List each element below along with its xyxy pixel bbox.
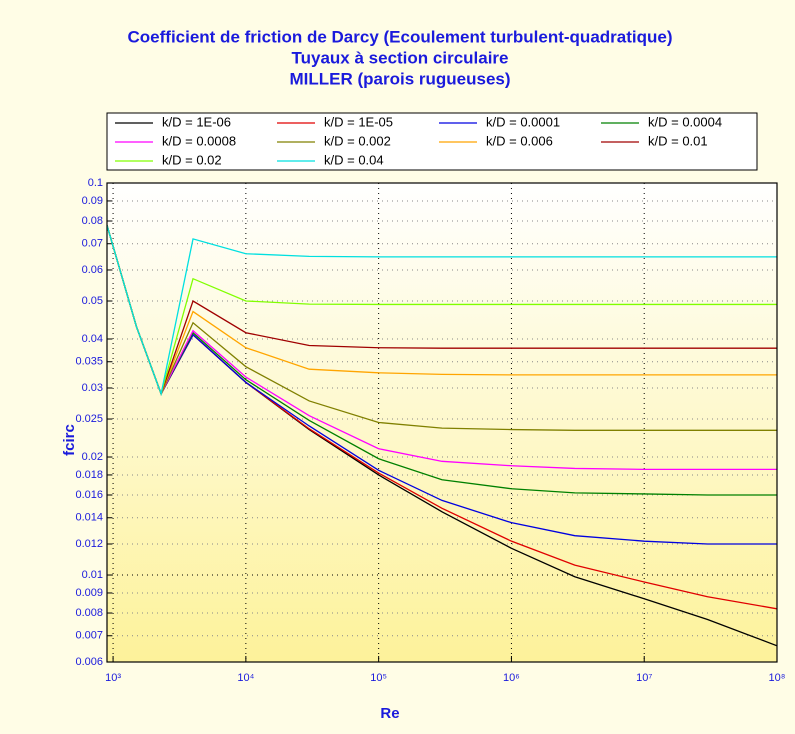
legend-label: k/D = 1E-05 [324,114,393,129]
y-tick-label: 0.007 [75,630,103,642]
y-tick-label: 0.05 [82,295,103,307]
y-tick-label: 0.025 [75,413,103,425]
y-tick-label: 0.012 [75,538,103,550]
legend-label: k/D = 0.0001 [486,114,560,129]
y-tick-label: 0.06 [82,264,103,276]
y-axis-label: fcirc [61,424,78,456]
legend-box [106,112,758,171]
y-tick-label: 0.018 [75,469,103,481]
plot-area [107,183,777,662]
chart-subtitle: Tuyaux à section circulaire [292,48,509,67]
y-tick-label: 0.1 [88,177,103,189]
grid [107,182,778,663]
y-tick-label: 0.09 [82,195,103,207]
legend-label: k/D = 1E-06 [162,114,231,129]
legend-label: k/D = 0.01 [648,133,708,148]
x-tick-label: 10³ [105,672,121,684]
y-tick-label: 0.014 [75,512,103,524]
legend-label: k/D = 0.002 [324,133,391,148]
y-tick-label: 0.02 [82,451,103,463]
y-tick-label: 0.035 [75,356,103,368]
legend-label: k/D = 0.02 [162,152,222,167]
y-tick-label: 0.08 [82,215,103,227]
legend-label: k/D = 0.04 [324,152,384,167]
chart-title: Coefficient de friction de Darcy (Ecoule… [128,27,673,46]
series-line [107,225,777,397]
y-tick-label: 0.006 [75,656,103,668]
x-tick-label: 10⁴ [237,672,254,684]
lines [107,225,777,647]
x-axis-label: Re [380,705,399,722]
plot-frame [106,182,778,663]
x-tick-label: 10⁷ [636,672,652,684]
x-tick-label: 10⁵ [370,672,387,684]
y-tick-label: 0.07 [82,238,103,250]
y-tick-label: 0.01 [82,569,103,581]
x-tick-label: 10⁸ [769,672,786,684]
x-tick-label: 10⁶ [503,672,520,684]
y-tick-label: 0.016 [75,489,103,501]
legend-label: k/D = 0.0008 [162,133,236,148]
legend-label: k/D = 0.0004 [648,114,722,129]
y-tick-label: 0.04 [82,333,103,345]
y-tick-label: 0.008 [75,607,103,619]
legend-label: k/D = 0.006 [486,133,553,148]
chart-subtitle: MILLER (parois rugueuses) [289,69,510,88]
y-tick-label: 0.03 [82,382,103,394]
y-tick-label: 0.009 [75,587,103,599]
